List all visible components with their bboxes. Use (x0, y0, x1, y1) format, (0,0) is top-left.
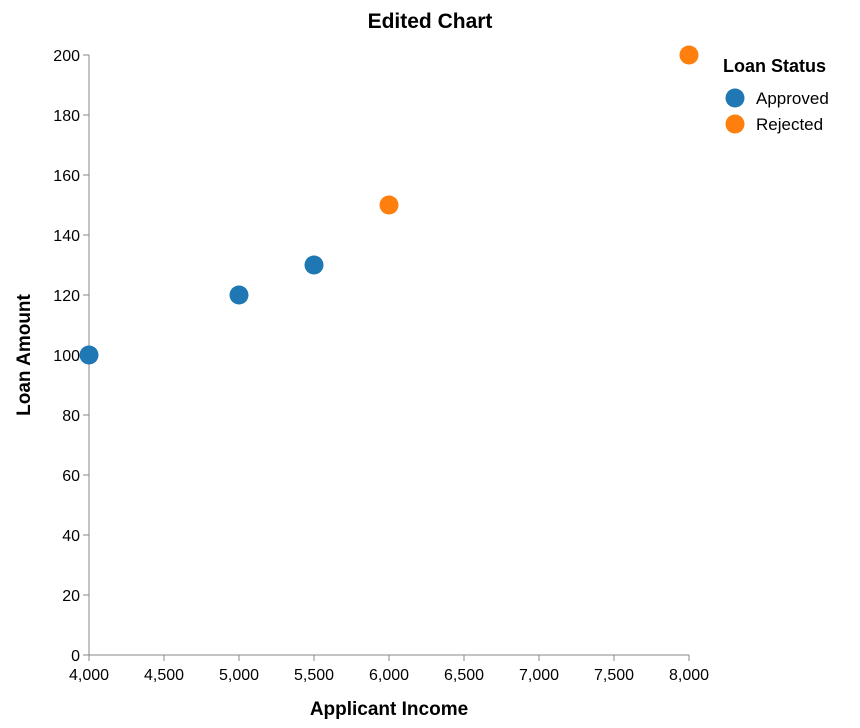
legend-swatch-approved (725, 88, 745, 108)
x-tick-label: 5,500 (294, 667, 334, 684)
data-point-rejected[interactable] (379, 195, 399, 215)
legend-label: Rejected (756, 115, 823, 134)
chart-title: Edited Chart (368, 10, 493, 33)
y-tick-label: 200 (53, 48, 80, 65)
data-point-rejected[interactable] (679, 45, 699, 65)
x-tick-label: 7,000 (519, 667, 559, 684)
y-tick-label: 0 (71, 648, 80, 665)
x-axis: 4,000 4,500 5,000 5,500 6,000 6,500 7,000 7,500… (69, 654, 709, 684)
y-tick-label: 140 (53, 228, 80, 245)
y-tick-label: 20 (62, 588, 80, 605)
y-axis: 0 20 40 60 80 100 120 140 160 180 200 (53, 48, 90, 665)
x-tick-label: 6,500 (444, 667, 484, 684)
y-tick-label: 100 (53, 348, 80, 365)
x-tick-label: 8,000 (669, 667, 709, 684)
x-tick-label: 4,000 (69, 667, 109, 684)
data-points (79, 45, 699, 365)
data-point-approved[interactable] (229, 285, 249, 305)
legend: Loan Status Approved Rejected (723, 56, 829, 134)
y-tick-label: 120 (53, 288, 80, 305)
data-point-approved[interactable] (79, 345, 99, 365)
x-tick-label: 6,000 (369, 667, 409, 684)
legend-entries: Approved Rejected (725, 88, 829, 134)
legend-swatch-rejected (725, 114, 745, 134)
y-tick-label: 160 (53, 168, 80, 185)
y-tick-label: 80 (62, 408, 80, 425)
data-point-approved[interactable] (304, 255, 324, 275)
y-axis-title: Loan Amount (14, 293, 35, 415)
x-axis-title: Applicant Income (310, 699, 468, 720)
x-tick-label: 7,500 (594, 667, 634, 684)
legend-title: Loan Status (723, 56, 826, 76)
legend-label: Approved (756, 89, 829, 108)
y-tick-label: 60 (62, 468, 80, 485)
x-tick-label: 5,000 (219, 667, 259, 684)
y-tick-label: 180 (53, 108, 80, 125)
x-tick-label: 4,500 (144, 667, 184, 684)
y-tick-label: 40 (62, 528, 80, 545)
